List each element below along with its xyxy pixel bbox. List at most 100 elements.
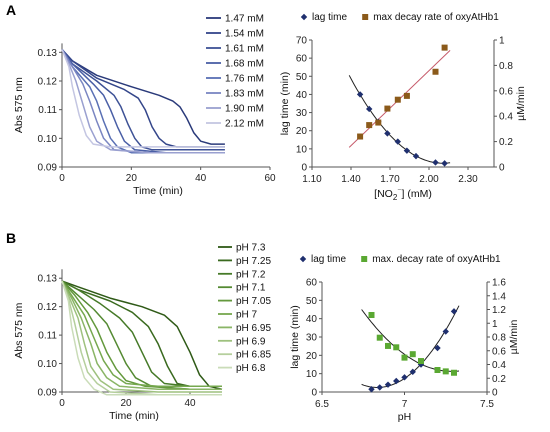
y-tick-label: 0.10 [38, 134, 58, 145]
y-tick-label: 70 [296, 36, 308, 47]
y-tick-label: 0.12 [38, 302, 58, 313]
data-point-lag-time [441, 160, 448, 167]
legend-label-ph-7-25: pH 7.25 [236, 256, 271, 267]
legend-label-1-76-mm: 1.76 mM [225, 74, 264, 85]
legend-label-ph-6-8: pH 6.8 [236, 363, 266, 374]
chart-a-right: 0 10 20 30 40 50 60 70 0 0.2 0.4 0.6 0.8 1 1.10 1.40 1.7… [279, 12, 527, 202]
x-axis-title: Time (min) [133, 185, 183, 197]
series-line-ph-6-95 [61, 280, 222, 390]
y-tick-label: 0 [301, 163, 307, 174]
data-point-max-decay-rate-of-oxyathb1 [432, 68, 439, 75]
data-point-lag-time [401, 374, 408, 381]
data-point-lag-time [432, 159, 439, 166]
legend-label-ph-7-3: pH 7.3 [236, 243, 266, 254]
data-point-max-decay-rate-of-oxyathb1 [442, 368, 449, 375]
data-point-lag-time [450, 308, 458, 315]
legend-label-1-54-mm: 1.54 mM [225, 29, 264, 40]
series-line-ph-7-05 [61, 280, 222, 390]
series-line-ph-7-2 [61, 280, 222, 388]
chart-a-left: 0.09 0.10 0.11 0.12 0.13 0 20 40 60 Time (min) Abs… [13, 14, 276, 198]
legend-label-ph-6-85: pH 6.85 [236, 350, 271, 361]
y-axis-title: Abs 575 nm [13, 302, 25, 358]
y-tick-label: 30 [296, 108, 308, 119]
x-tick-label: 1.70 [380, 174, 400, 185]
y-tick-label: 40 [296, 90, 308, 101]
y2-tick-label: 0 [492, 388, 498, 399]
y2-tick-label: 0.4 [499, 112, 513, 123]
x-tick-label: 40 [195, 173, 207, 184]
legend-swatch-lag-time [300, 13, 308, 21]
legend-label-1-90-mm: 1.90 mM [225, 104, 264, 115]
x-tick-label: 6.5 [315, 399, 329, 410]
x-tick-label: 0 [59, 173, 65, 184]
y2-axis-title: µM/min [508, 320, 520, 355]
chart-b-left: 0.09 0.10 0.11 0.12 0.13 0 20 40 Time (min) Abs 5… [13, 243, 271, 423]
y2-tick-label: 0.6 [492, 346, 506, 357]
series-line-1-90-mm [61, 49, 225, 154]
y-tick-label: 0.10 [38, 359, 58, 370]
panel-label-a: A [6, 2, 16, 18]
legend-label-ph-7: pH 7 [236, 310, 258, 321]
series-line-ph-7 [61, 280, 222, 388]
y-tick-label: 50 [296, 72, 308, 83]
y-tick-label: 50 [306, 296, 318, 307]
y-tick-label: 10 [296, 144, 308, 155]
data-point-lag-time [393, 377, 400, 385]
y-tick-label: 0.09 [38, 163, 58, 174]
legend-label-ph-7-1: pH 7.1 [236, 283, 266, 294]
legend-label-ph-7-05: pH 7.05 [236, 296, 271, 307]
series-line-1-83-mm [61, 49, 225, 154]
y-tick-label: 20 [306, 351, 318, 362]
y-axis-title: Abs 575 nm [13, 77, 25, 133]
x-tick-label: 40 [184, 398, 196, 409]
x-tick-label: 1.10 [302, 174, 322, 185]
x-tick-label: 60 [264, 173, 276, 184]
y2-tick-label: 1 [499, 36, 505, 47]
trend-line-max-decay-rate-of-oxyathb1 [361, 309, 460, 372]
x-tick-label: 20 [120, 398, 132, 409]
y-tick-label: 10 [306, 369, 318, 380]
y-tick-label: 0.09 [38, 388, 58, 399]
legend-label-max-decay-rate-of-oxyathb1: max. decay rate of oxyAtHb1 [372, 254, 501, 265]
series-line-1-54-mm [61, 48, 225, 148]
y2-tick-label: 0.8 [499, 61, 513, 72]
y2-tick-label: 0.2 [499, 137, 513, 148]
y-tick-label: 0.11 [38, 105, 57, 116]
trend-line-lag-time [361, 305, 460, 388]
x-tick-label: 0 [59, 398, 65, 409]
y2-tick-label: 1.2 [492, 305, 506, 316]
y-tick-label: 30 [306, 333, 318, 344]
legend-label-1-47-mm: 1.47 mM [225, 14, 264, 25]
x-tick-label: 7.5 [480, 399, 494, 410]
chart-b-right: 0 10 20 30 40 50 60 0 0.2 0.4 0.6 0.8 1 1.2 1.4 1.6 6.5 7… [289, 254, 520, 423]
data-point-max-decay-rate-of-oxyathb1 [384, 105, 391, 112]
data-point-max-decay-rate-of-oxyathb1 [375, 119, 382, 126]
data-point-max-decay-rate-of-oxyathb1 [451, 369, 457, 376]
y2-tick-label: 0.4 [492, 360, 506, 371]
data-point-max-decay-rate-of-oxyathb1 [401, 354, 408, 361]
legend-label-1-68-mm: 1.68 mM [225, 59, 264, 70]
y-tick-label: 60 [296, 54, 308, 65]
legend-label-ph-6-9: pH 6.9 [236, 336, 266, 347]
y-axis-title: lag time (min) [279, 72, 291, 136]
x-axis-title: pH [398, 411, 411, 423]
data-point-lag-time [356, 91, 364, 98]
x-axis-title: Time (min) [109, 410, 159, 422]
y-tick-label: 0.13 [38, 274, 58, 285]
legend-label-2-12-mm: 2.12 mM [225, 119, 264, 130]
series-line-ph-6-85 [61, 280, 222, 396]
data-point-lag-time [442, 328, 449, 335]
legend-label-lag-time: lag time [311, 254, 346, 265]
y-tick-label: 20 [296, 126, 308, 137]
data-point-max-decay-rate-of-oxyathb1 [357, 133, 364, 140]
series-line-1-61-mm [61, 49, 225, 151]
legend-label-ph-7-2: pH 7.2 [236, 269, 266, 280]
data-point-lag-time [394, 138, 401, 145]
legend-swatch-max-decay-rate-of-oxyathb1 [362, 14, 369, 20]
series-line-ph-6-9 [61, 280, 222, 393]
legend-label-1-83-mm: 1.83 mM [225, 89, 264, 100]
y-tick-label: 0.12 [38, 77, 58, 88]
legend-swatch-lag-time [299, 255, 307, 263]
data-point-lag-time [384, 130, 391, 137]
